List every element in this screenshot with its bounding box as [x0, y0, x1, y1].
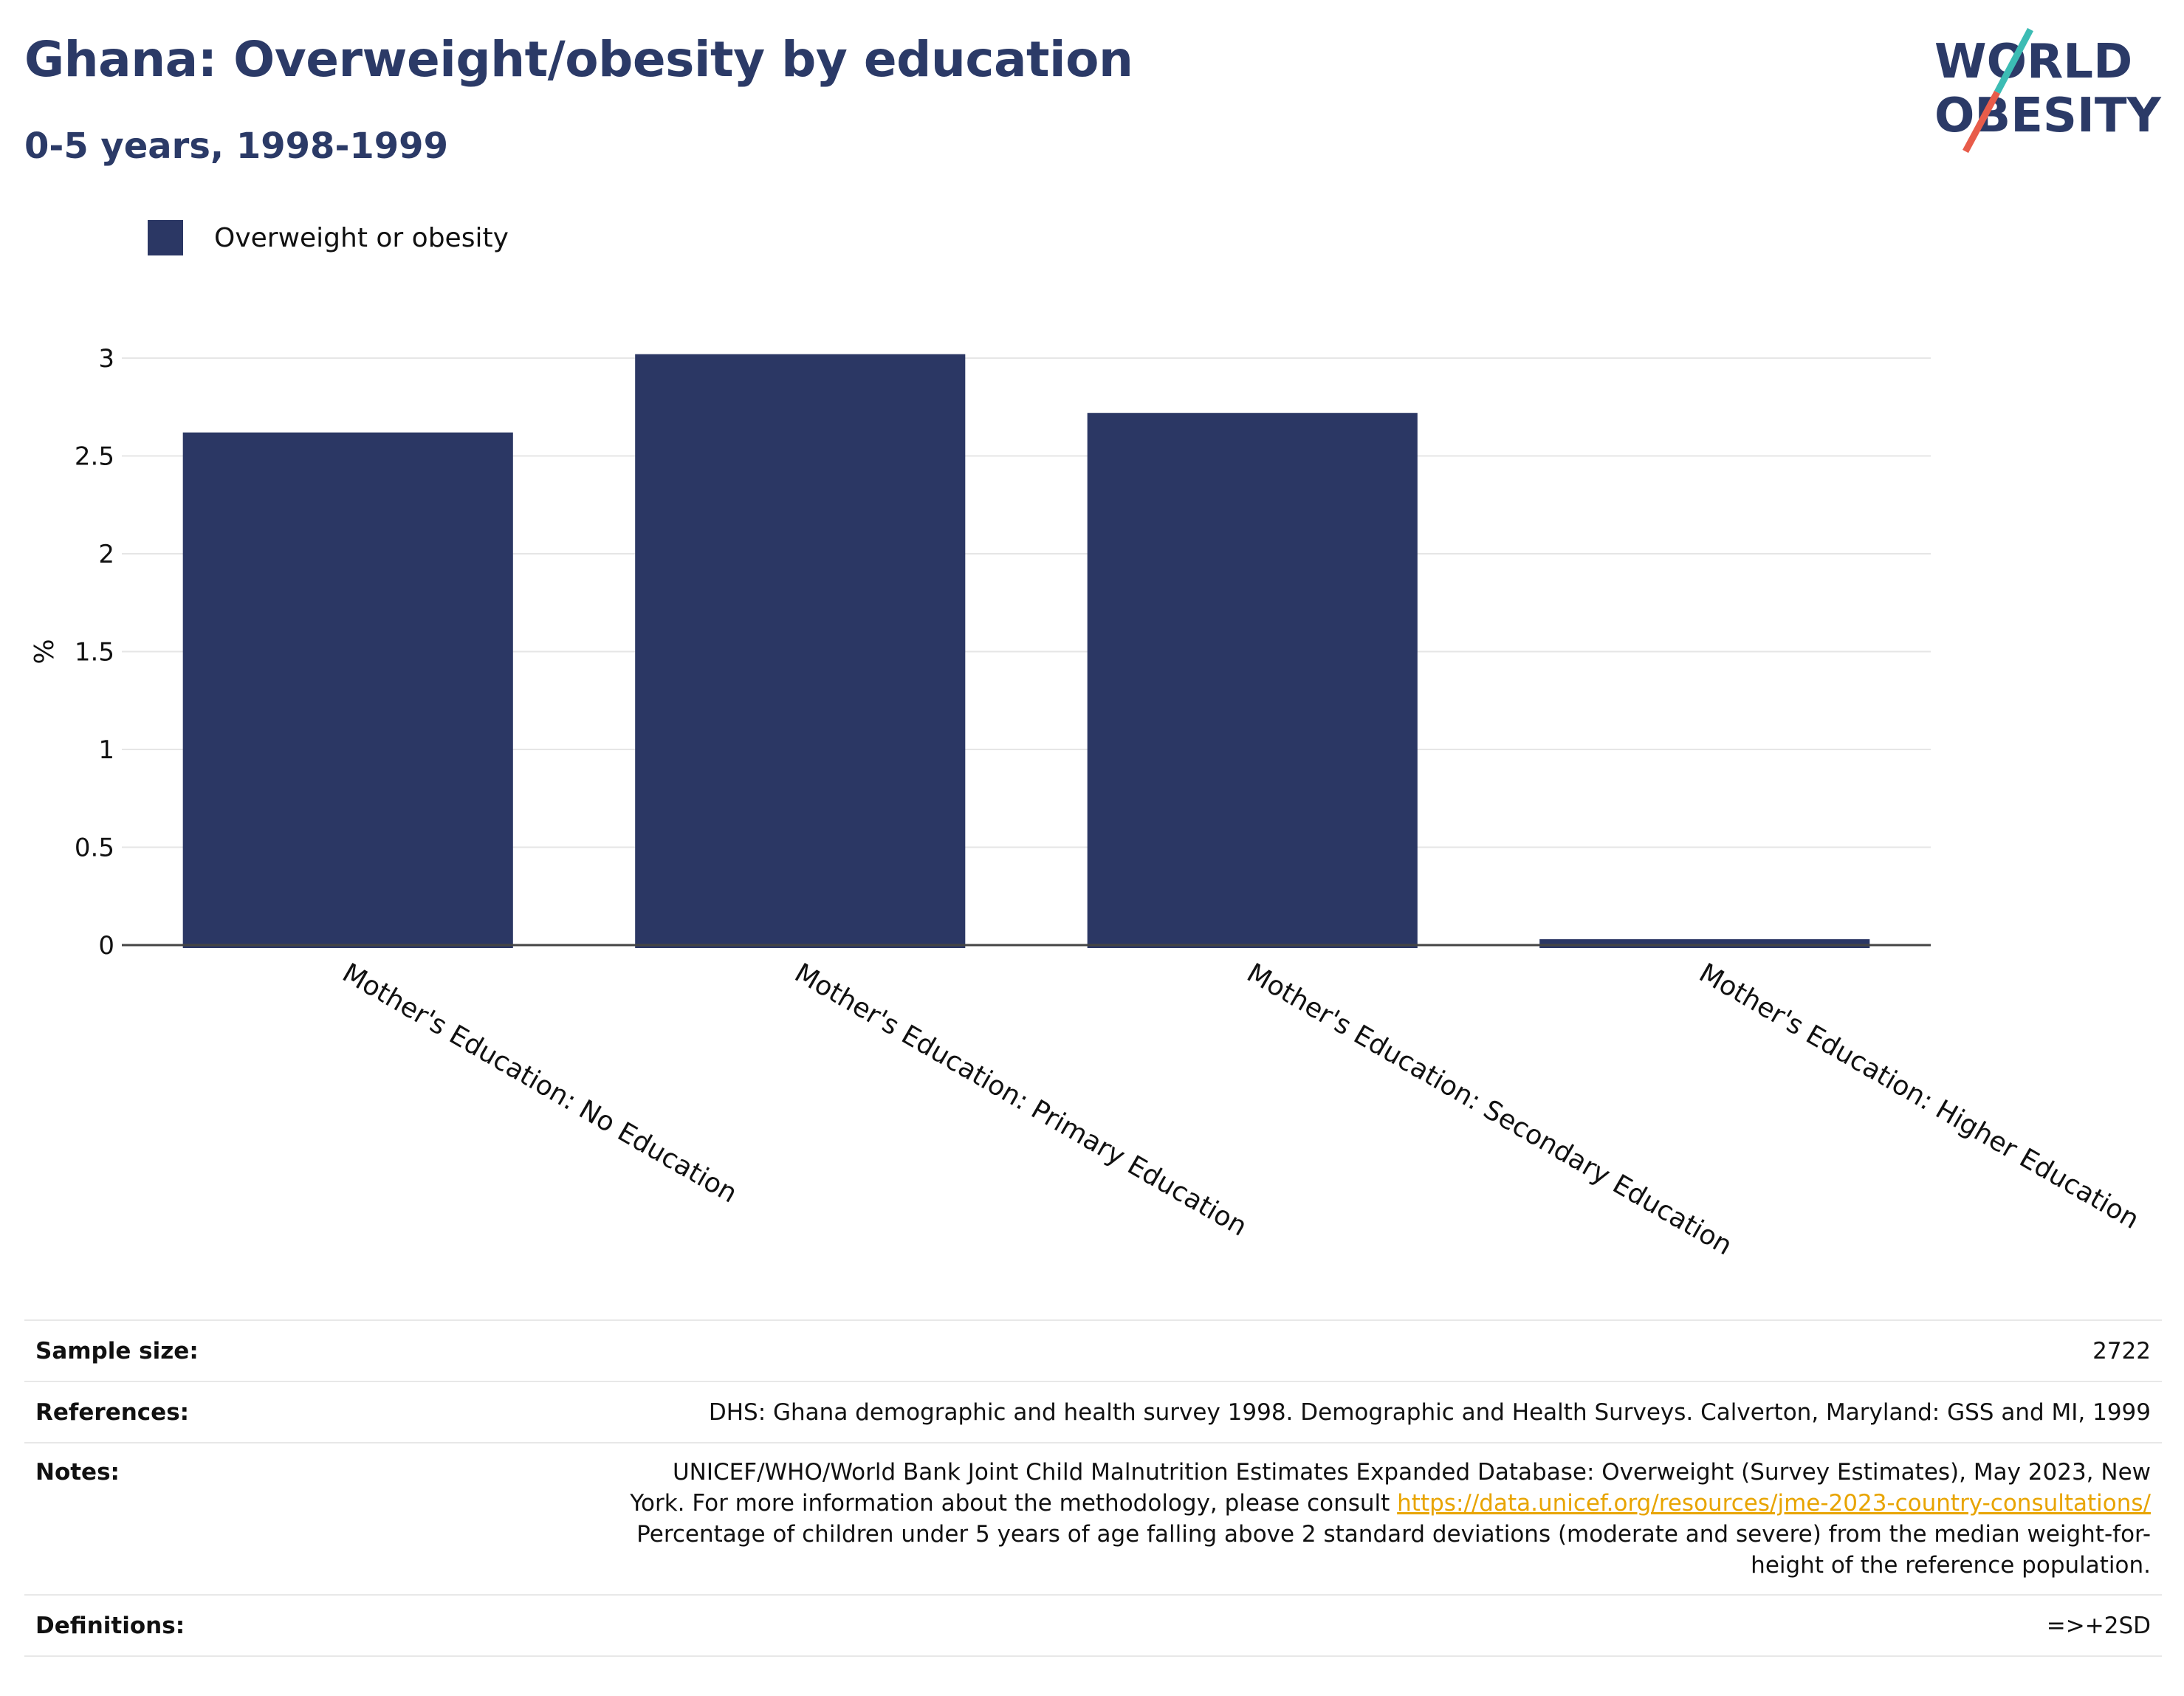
- y-tick-label: 0: [98, 931, 114, 961]
- bar: [1087, 413, 1418, 948]
- bar: [635, 354, 966, 948]
- bar: [182, 432, 513, 948]
- definitions-label: Definitions:: [24, 1594, 490, 1657]
- logo-slash-top: [1994, 27, 2033, 95]
- definitions-row: Definitions: =>+2SD: [24, 1594, 2162, 1657]
- bar: [1539, 939, 1870, 948]
- legend: Overweight or obesity: [148, 220, 509, 255]
- references-value: DHS: Ghana demographic and health survey…: [490, 1381, 2162, 1443]
- logo-word-1: WORLD: [1934, 35, 2132, 89]
- footer-table: Sample size: 2722 References: DHS: Ghana…: [24, 1319, 2162, 1657]
- x-tick-label: Mother's Education: No Education: [337, 958, 742, 1209]
- sample-size-label: Sample size:: [24, 1319, 490, 1382]
- legend-swatch: [148, 220, 183, 255]
- legend-label: Overweight or obesity: [214, 222, 509, 253]
- world-obesity-logo: WORLD OBESITY: [1934, 27, 2161, 154]
- references-label: References:: [24, 1381, 490, 1443]
- notes-line-1: UNICEF/WHO/World Bank Joint Child Malnut…: [672, 1459, 2151, 1486]
- bar-chart: 0 0.5 1 1.5 2 2.5 3% Mother's Education: No Edu…: [30, 344, 2144, 1261]
- references-row: References: DHS: Ghana demographic and h…: [24, 1381, 2162, 1443]
- notes-line-3: Percentage of children under 5 years of …: [636, 1521, 2151, 1548]
- notes-row: Notes: UNICEF/WHO/World Bank Joint Child…: [24, 1442, 2162, 1596]
- y-tick-label: 1.5: [75, 638, 114, 667]
- x-tick-label: Mother's Education: Secondary Education: [1242, 958, 1737, 1261]
- chart-title: Ghana: Overweight/obesity by education: [24, 31, 1133, 88]
- methodology-link[interactable]: https://data.unicef.org/resources/jme-20…: [1397, 1490, 2151, 1517]
- logo-word-2: OBESITY: [1934, 89, 2161, 143]
- y-axis-label: %: [30, 639, 60, 664]
- y-tick-label: 1: [98, 735, 114, 765]
- sample-size-row: Sample size: 2722: [24, 1319, 2162, 1382]
- y-tick-label: 3: [98, 344, 114, 374]
- notes-line-4: height of the reference population.: [1751, 1552, 2151, 1579]
- x-tick-label: Mother's Education: Higher Education: [1694, 958, 2144, 1235]
- y-tick-label: 2: [98, 540, 114, 569]
- notes-line-2: York. For more information about the met…: [630, 1490, 1398, 1517]
- notes-label: Notes:: [24, 1442, 490, 1596]
- y-tick-label: 0.5: [75, 834, 114, 863]
- x-tick-label: Mother's Education: Primary Education: [789, 958, 1251, 1242]
- logo-slash-bottom: [1962, 90, 2000, 154]
- sample-size-value: 2722: [490, 1319, 2162, 1382]
- definitions-value: =>+2SD: [490, 1594, 2162, 1657]
- chart-subtitle: 0-5 years, 1998-1999: [24, 126, 448, 167]
- notes-value: UNICEF/WHO/World Bank Joint Child Malnut…: [490, 1442, 2162, 1596]
- y-tick-label: 2.5: [75, 442, 114, 472]
